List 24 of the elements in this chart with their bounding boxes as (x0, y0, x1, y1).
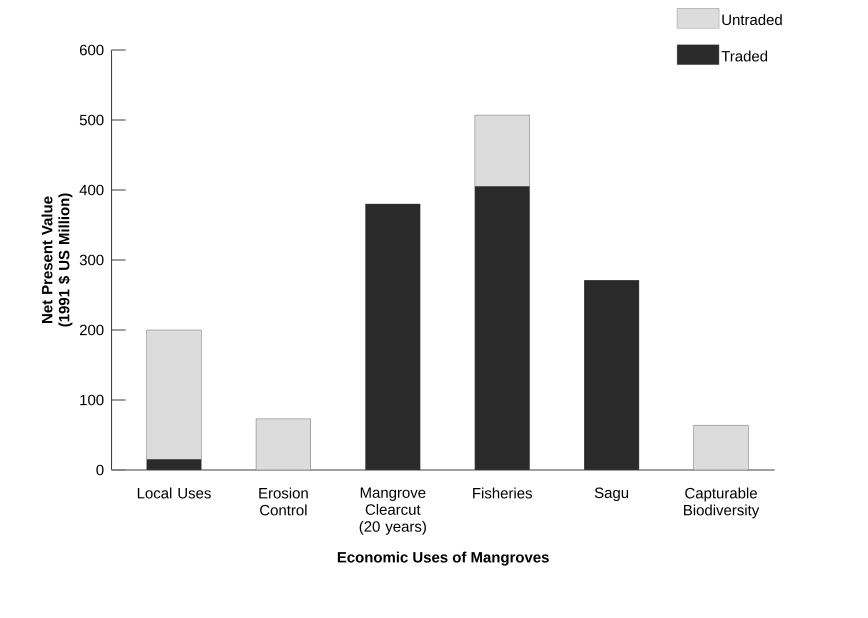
x-tick-label: Capturable Biodiversity (684, 488, 760, 518)
legend-label: Untraded (722, 14, 782, 26)
y-tick-label: 0 (96, 464, 104, 476)
bar (474, 186, 530, 470)
y-tick-label: 400 (80, 184, 104, 196)
x-tick-label: Mangrove Clearcut (20 years) (360, 488, 426, 535)
y-tick-label: 300 (80, 254, 104, 266)
bar (584, 280, 640, 470)
x-tick-label: Sagu (594, 488, 628, 502)
y-tick-label: 200 (80, 324, 104, 336)
bar (146, 330, 202, 460)
y-axis-title: Net Present Value (1991 $ US Million) (41, 193, 72, 326)
x-tick-label: Fisheries (473, 488, 532, 498)
bar (256, 418, 311, 470)
legend-label: Traded (722, 50, 768, 62)
bar (474, 114, 530, 187)
bar (693, 424, 749, 470)
x-axis-title: Economic Uses of Mangroves (338, 552, 549, 566)
x-tick-label: Local Uses (138, 488, 211, 498)
y-tick-label: 500 (80, 114, 104, 126)
x-tick-label: Erosion Control (259, 488, 308, 516)
y-tick-label: 600 (80, 44, 104, 56)
bar (365, 204, 420, 470)
y-tick-label: 100 (80, 394, 104, 406)
